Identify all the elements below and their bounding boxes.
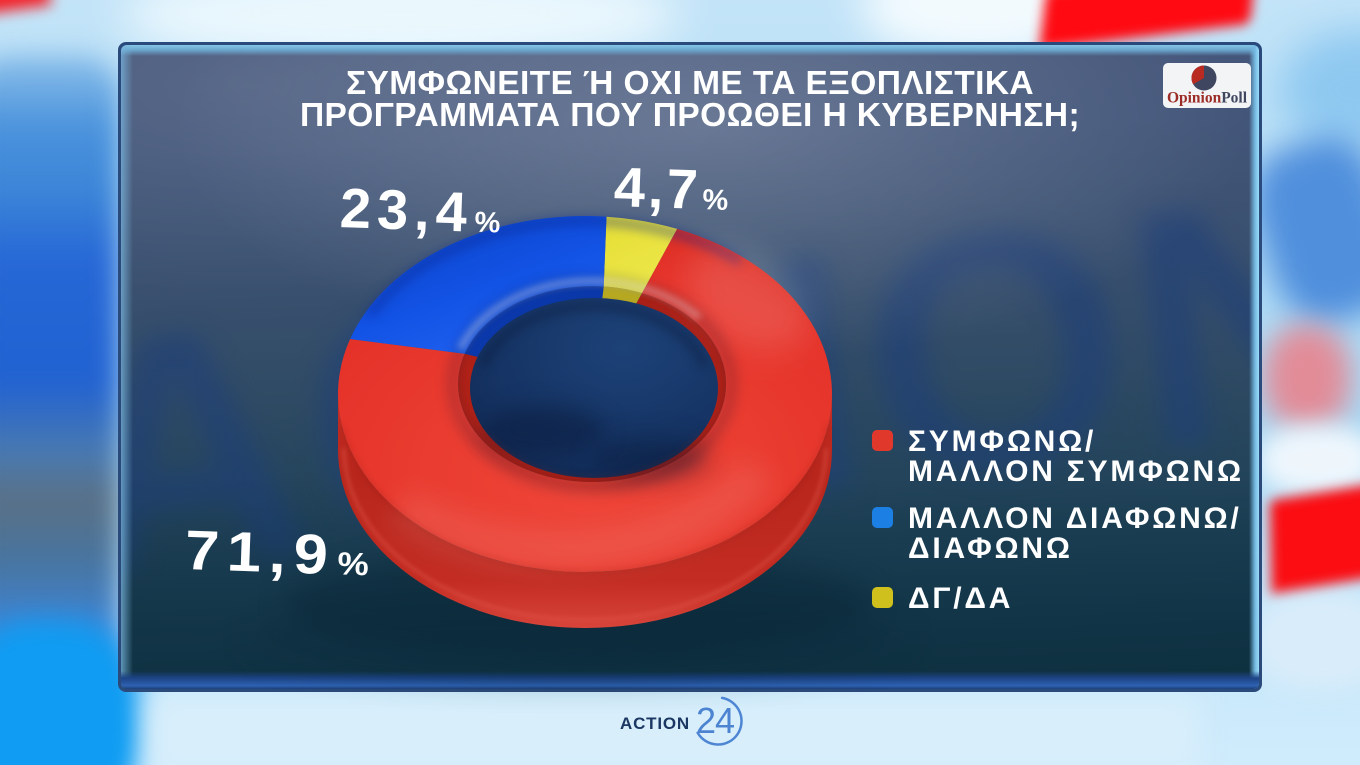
svg-text:OpinionPoll: OpinionPoll (1167, 90, 1248, 107)
